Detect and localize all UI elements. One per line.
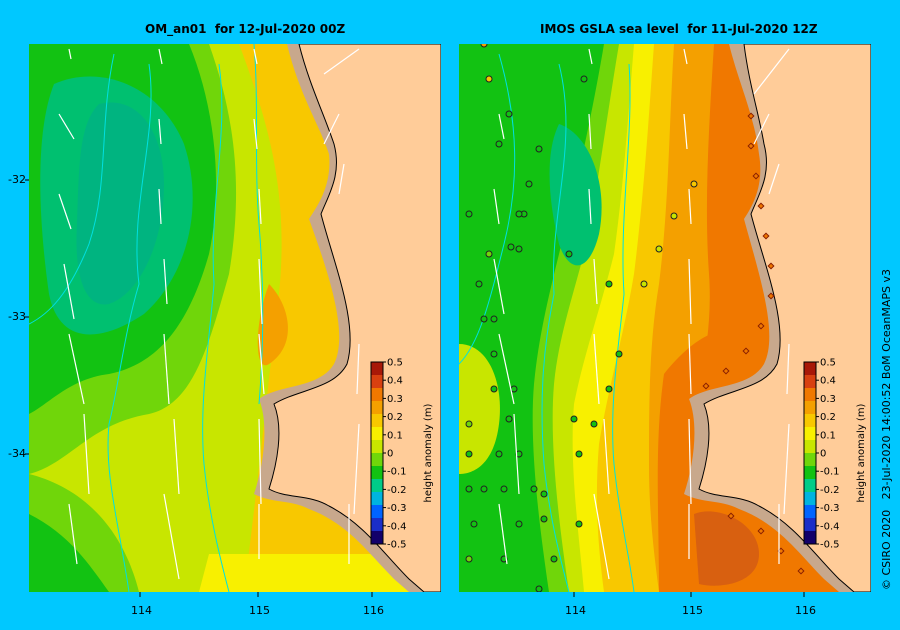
colorbar-tick-label: -0.4 (387, 521, 407, 532)
colorbar-swatch (371, 401, 383, 415)
colorbar-swatch (371, 505, 383, 519)
colorbar-swatch (371, 375, 383, 389)
colorbar-swatch (804, 518, 816, 532)
colorbar-swatch (804, 453, 816, 467)
right-colorbar: 0.5 0.4 0.3 0.2 0.1 0 -0.1 -0.2 -0.3 -0.4 -0.5 heig… (803, 358, 867, 551)
colorbar-tick-label: 0 (820, 449, 826, 460)
right-contour-bluegreen (549, 124, 602, 266)
colorbar-swatch (371, 492, 383, 506)
colorbar-swatch (371, 427, 383, 441)
x-tick-label: 114 (131, 604, 152, 617)
colorbar-tick-label: 0.5 (820, 358, 836, 369)
colorbar-swatch (371, 466, 383, 480)
right-panel-title: IMOS GSLA sea level for 11-Jul-2020 12Z (540, 22, 818, 36)
colorbar-swatch (371, 479, 383, 493)
right-coastal-points (702, 112, 805, 575)
colorbar-tick-label: -0.1 (820, 467, 840, 478)
colorbar-tick-label: -0.3 (820, 503, 840, 514)
colorbar-swatch (804, 479, 816, 493)
colorbar-tick-label: 0.4 (387, 376, 403, 387)
colorbar-swatch (804, 401, 816, 415)
colorbar-swatch (371, 362, 383, 376)
y-tick-label: -32 (8, 173, 26, 186)
x-tick-label: 116 (363, 604, 384, 617)
colorbar-tick-label: -0.3 (387, 503, 407, 514)
right-map-panel (459, 44, 871, 592)
x-tick-label: 115 (682, 604, 703, 617)
colorbar-tick-label: 0.5 (387, 358, 403, 369)
left-contour-green-south (29, 514, 109, 592)
colorbar-swatch (804, 466, 816, 480)
colorbar-swatch (371, 453, 383, 467)
right-contour-darkorange (694, 511, 759, 586)
colorbar-tick-label: 0.1 (820, 430, 836, 441)
colorbar-tick-label: -0.5 (387, 540, 407, 551)
left-bathymetry-contours (29, 44, 264, 592)
y-tick-label: -33 (8, 310, 26, 323)
colorbar-tick-label: 0.2 (387, 412, 403, 423)
colorbar-tick-label: 0.4 (820, 376, 836, 387)
colorbar-swatch (804, 375, 816, 389)
colorbar-tick-label: -0.1 (387, 467, 407, 478)
colorbar-tick-label: -0.2 (820, 485, 840, 496)
right-velocity-arrows (493, 48, 790, 580)
colorbar-tick-label: 0.3 (387, 394, 403, 405)
colorbar-swatch (804, 362, 816, 376)
colorbar-swatch (371, 531, 383, 545)
colorbar-label: height anomaly (m) (856, 403, 867, 502)
left-velocity-arrows (58, 48, 360, 580)
left-colorbar: 0.5 0.4 0.3 0.2 0.1 0 -0.1 -0.2 -0.3 -0.4 -0.5 heig… (370, 358, 434, 551)
colorbar-tick-label: 0 (387, 449, 393, 460)
left-panel-title: OM_an01 for 12-Jul-2020 00Z (145, 22, 346, 36)
colorbar-tick-label: 0.3 (820, 394, 836, 405)
colorbar-swatch (804, 440, 816, 454)
x-tick-label: 114 (565, 604, 586, 617)
colorbar-tick-label: -0.5 (820, 540, 840, 551)
x-tick-label: 116 (795, 604, 816, 617)
right-land (698, 44, 871, 592)
colorbar-swatch (371, 414, 383, 428)
colorbar-swatch (371, 440, 383, 454)
right-altimeter-points (465, 44, 698, 592)
left-land (268, 44, 441, 592)
colorbar-swatch (371, 388, 383, 402)
colorbar-swatch (804, 388, 816, 402)
colorbar-tick-label: -0.4 (820, 521, 840, 532)
right-contour-west-bulge (459, 344, 500, 474)
left-contour-orange (257, 284, 288, 366)
colorbar-swatch (804, 505, 816, 519)
credit-text: © CSIRO 2020 23-Jul-2020 14:00:52 BoM Oc… (880, 269, 893, 590)
left-map-panel (29, 44, 441, 592)
colorbar-swatch (804, 531, 816, 545)
colorbar-tick-label: 0.1 (387, 430, 403, 441)
colorbar-tick-label: -0.2 (387, 485, 407, 496)
colorbar-tick-label: 0.2 (820, 412, 836, 423)
colorbar-swatch (804, 492, 816, 506)
x-tick-label: 115 (249, 604, 270, 617)
colorbar-swatch (371, 518, 383, 532)
colorbar-label: height anomaly (m) (423, 403, 434, 502)
left-contour-core (76, 102, 164, 305)
colorbar-swatch (804, 427, 816, 441)
y-tick-label: -34 (8, 447, 26, 460)
colorbar-swatch (804, 414, 816, 428)
